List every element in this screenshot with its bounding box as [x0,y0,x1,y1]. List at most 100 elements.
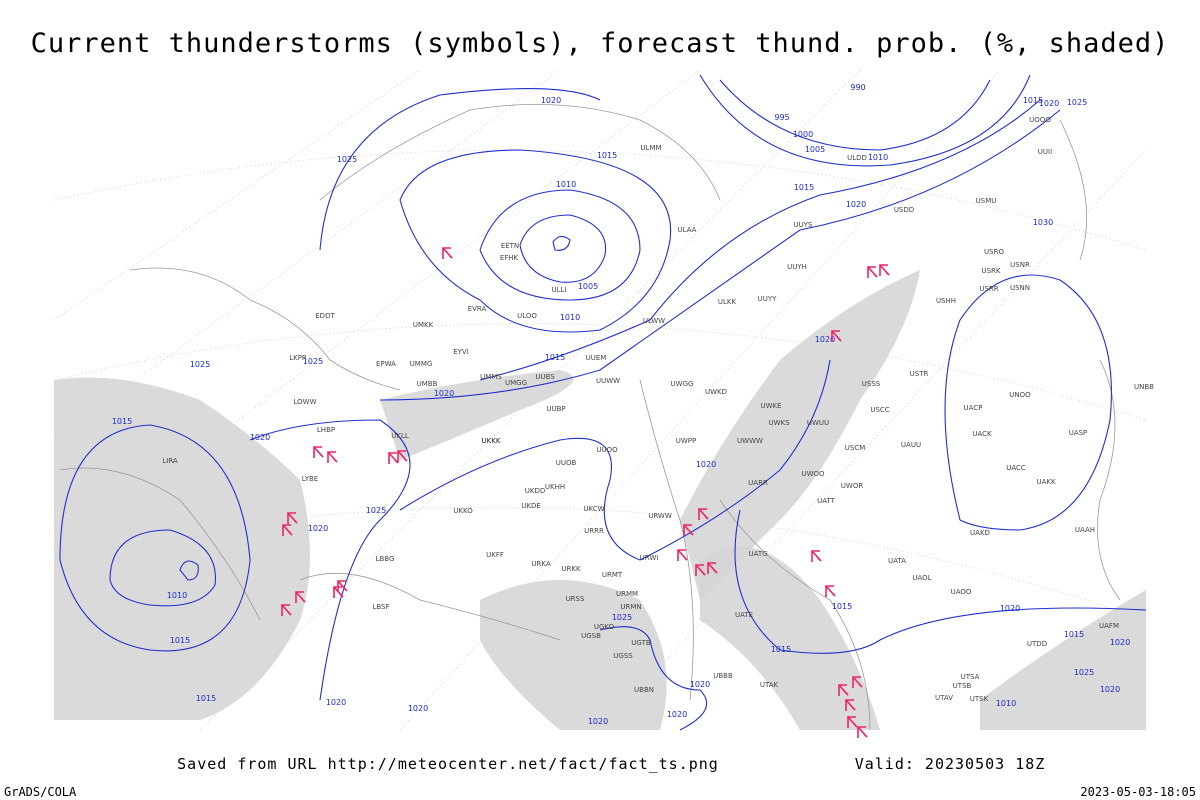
thunderstorm-symbol [879,264,890,276]
station-label: UTSB [953,682,972,690]
coastlines [59,103,1121,731]
station-label: LIRA [162,457,178,465]
valid-time: Valid: 20230503 18Z [855,755,1046,773]
station-label: URMN [620,603,641,611]
station-label: URKK [561,565,581,573]
station-label: USRO [984,248,1004,256]
isobar-label: 1015 [545,353,565,362]
isobar-label: 1020 [434,389,454,398]
station-label: UACC [1006,464,1026,472]
station-label: UGSS [613,652,633,660]
isobar-label: 1020 [408,704,428,713]
title: Current thunderstorms (symbols), forecas… [31,28,1170,59]
station-label: LHBP [317,426,335,434]
station-label: UKKK [482,437,501,445]
shade [480,580,667,730]
station-label: UUOO [596,446,618,454]
thunderstorm-symbol [838,684,849,696]
thunderstorm-symbol [683,524,694,536]
isobar-label: 1015 [1023,96,1043,105]
station-label: UKKO [453,507,473,515]
station-label: UUOB [556,459,577,467]
station-label: UARR [748,479,768,487]
station-label: EVRA [468,305,487,313]
isobar-label: 1015 [196,694,216,703]
station-label: LKPR [289,354,307,362]
isobar [734,509,1147,654]
isobar-label: 1010 [556,180,576,189]
isobar [59,424,251,652]
station-label: UKFF [486,551,504,559]
station-label: UWKD [705,388,727,396]
isobar-label: 1025 [612,613,632,622]
station-label: ULAA [678,226,697,234]
coastline [59,103,1121,731]
isobar [479,189,641,301]
isobar [719,79,991,151]
thunderstorm-symbol [388,452,399,464]
station-label: UACK [972,430,992,438]
isobar-label: 1010 [868,153,888,162]
isobar-label: 1015 [597,151,617,160]
isobar [399,149,672,333]
station-label: UMMS [480,373,502,381]
station-label: UTAV [935,694,953,702]
isobar-label: 1010 [167,591,187,600]
isobar-label: 1015 [170,636,190,645]
station-label: UUWW [596,377,620,385]
thunderstorm-symbol [442,247,453,259]
station-label: UACP [964,404,983,412]
thunderstorm-symbol [337,580,348,592]
station-label: EPWA [376,360,396,368]
station-label: UWWW [737,437,763,445]
thunderstorm-symbol [847,716,858,728]
station-label: UMMG [410,360,433,368]
station-label: UUYY [758,295,778,303]
station-label: ULWW [643,317,665,325]
isobar [552,235,571,251]
station-label: UMBB [417,380,438,388]
station-label: UNOO [1009,391,1031,399]
station-label: ULOO [517,312,537,320]
station-label: LBSF [372,603,389,611]
thunderstorm-symbol [397,450,408,462]
station-label: LOWW [293,398,316,406]
station-label: UWGG [671,380,694,388]
isobars [59,74,1147,731]
thunderstorm-symbol [677,549,688,561]
station-label: UGKO [594,623,615,631]
thunderstorm-symbol [867,266,878,278]
station-label: USCM [845,444,866,452]
isobar-label: 1020 [696,460,716,469]
isobar [249,419,411,701]
station-label: EETN [501,242,519,250]
station-label: UAUU [901,441,921,449]
isobar-label: 1020 [308,524,328,533]
station-label: UUYS [794,221,814,229]
probability-shading [54,270,1146,730]
isobar-label: 1000 [793,130,813,139]
isobar-label: 1010 [560,313,580,322]
station-label: UATT [817,497,836,505]
isobar-label: 995 [774,113,789,122]
station-label: UTSA [961,673,980,681]
station-label: URMM [616,590,638,598]
station-label: URMT [602,571,623,579]
isobar-label: 1020 [326,698,346,707]
station-label: UGTB [631,639,651,647]
thunderstorm-symbol [327,451,338,463]
isobar-label: 1025 [366,506,386,515]
station-label: UUYH [787,263,807,271]
station-label: USTR [910,370,929,378]
station-label: UAAH [1075,526,1095,534]
isobar-label: 1015 [794,183,814,192]
station-label: UAKK [1036,478,1056,486]
station-label: URWW [648,512,672,520]
thunderstorm-symbol [825,585,836,597]
station-label: URWI [640,554,659,562]
station-label: USSS [862,380,881,388]
thunderstorm-symbol [845,699,856,711]
isobar-label: 1020 [846,200,866,209]
isobar [379,109,1061,401]
